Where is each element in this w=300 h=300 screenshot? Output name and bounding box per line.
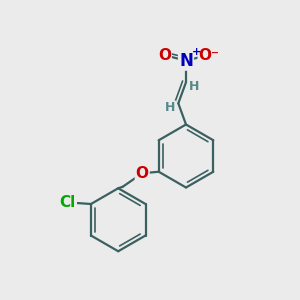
- Text: +: +: [191, 47, 201, 57]
- Text: N: N: [179, 52, 193, 70]
- Text: Cl: Cl: [60, 195, 76, 210]
- Text: O: O: [158, 48, 171, 63]
- Text: H: H: [189, 80, 200, 93]
- Text: H: H: [165, 101, 175, 114]
- Text: O: O: [136, 166, 149, 181]
- Text: O⁻: O⁻: [199, 48, 220, 63]
